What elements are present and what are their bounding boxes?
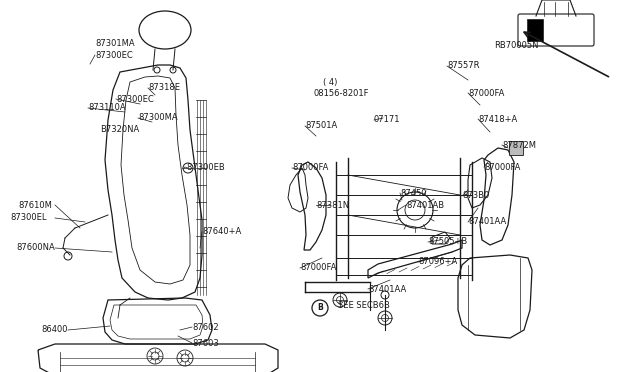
Text: 08156-8201F: 08156-8201F (314, 89, 369, 97)
FancyBboxPatch shape (527, 19, 543, 41)
Text: 87401AA: 87401AA (468, 218, 506, 227)
Text: 87000FA: 87000FA (292, 164, 328, 173)
Text: RB70005N: RB70005N (494, 42, 538, 51)
Text: 87300EC: 87300EC (95, 51, 132, 60)
Text: 87505+B: 87505+B (428, 237, 467, 247)
Text: 87318E: 87318E (148, 83, 180, 93)
Text: 873B0: 873B0 (462, 192, 489, 201)
Text: 87401AA: 87401AA (368, 285, 406, 294)
Text: 87000FA: 87000FA (468, 89, 504, 97)
Text: 87501A: 87501A (305, 122, 337, 131)
Text: 87602: 87602 (192, 323, 219, 331)
Text: 87610M: 87610M (18, 201, 52, 209)
Text: 87401AB: 87401AB (406, 201, 444, 209)
Text: 87300EC: 87300EC (116, 94, 154, 103)
Text: 87603: 87603 (192, 339, 219, 347)
Text: B7320NA: B7320NA (100, 125, 140, 135)
Text: 87600NA: 87600NA (16, 244, 55, 253)
FancyBboxPatch shape (509, 141, 523, 155)
Text: 87381N: 87381N (316, 201, 349, 209)
Text: 87096+A: 87096+A (418, 257, 457, 266)
Text: 87300MA: 87300MA (138, 113, 178, 122)
Text: 87000FA: 87000FA (484, 163, 520, 171)
Text: 07171: 07171 (374, 115, 401, 125)
Text: 87557R: 87557R (447, 61, 479, 71)
Text: 87872M: 87872M (502, 141, 536, 150)
Text: 87000FA: 87000FA (300, 263, 337, 273)
Text: 87418+A: 87418+A (478, 115, 517, 124)
Text: 87640+A: 87640+A (202, 228, 241, 237)
Text: 873110A: 873110A (88, 103, 125, 112)
Text: 86400: 86400 (42, 326, 68, 334)
Text: ( 4): ( 4) (323, 77, 337, 87)
Text: -87300EB: -87300EB (185, 163, 226, 171)
Text: B: B (317, 304, 323, 312)
Text: 87301MA: 87301MA (95, 38, 134, 48)
Text: 87300EL: 87300EL (10, 214, 47, 222)
Text: SEE SECB6B: SEE SECB6B (338, 301, 390, 310)
Text: 87450: 87450 (400, 189, 426, 198)
